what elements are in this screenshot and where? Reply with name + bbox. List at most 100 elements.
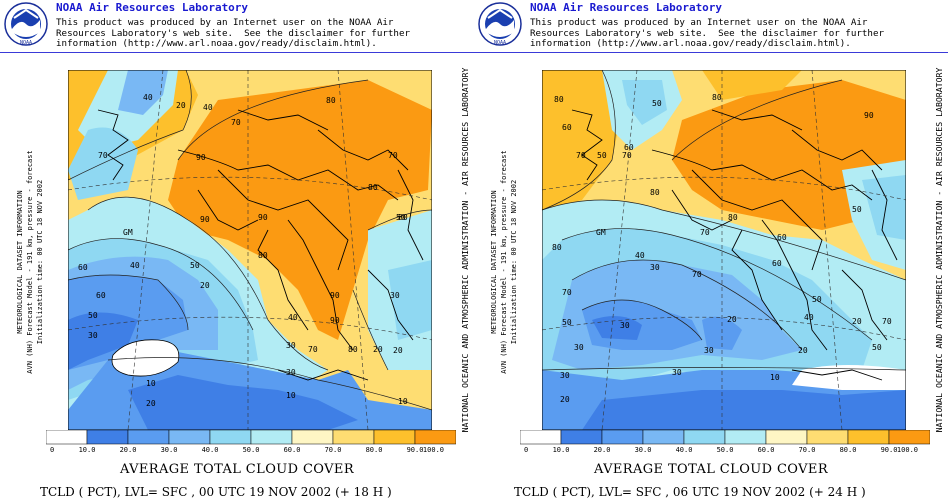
contour-label: 30 <box>574 343 584 352</box>
color-scale-tick: 90.0 <box>881 446 898 454</box>
contour-label: 50 <box>88 311 98 320</box>
contour-label: 30 <box>672 368 682 377</box>
color-scale-swatch <box>86 430 129 445</box>
disclaimer-line: This product was produced by an Internet… <box>56 17 394 28</box>
svg-text:NOAA: NOAA <box>494 40 506 46</box>
map-caption: TCLD ( PCT), LVL= SFC , 00 UTC 19 NOV 20… <box>40 485 392 499</box>
color-scale-swatch <box>127 430 170 445</box>
map-caption: TCLD ( PCT), LVL= SFC , 06 UTC 19 NOV 20… <box>514 485 866 499</box>
dataset-info: METEOROLOGICAL DATASET INFORMATION AVN (… <box>16 150 44 373</box>
contour-label: 40 <box>130 261 140 270</box>
disclaimer: This product was produced by an Internet… <box>56 17 456 50</box>
color-scale-swatch <box>168 430 211 445</box>
side-label: NATIONAL OCEANIC AND ATMOSPHERIC ADMINIS… <box>934 68 944 433</box>
contour-label: 50 <box>190 261 200 270</box>
map-marker-label: GM <box>596 228 606 237</box>
contour-label: 80 <box>326 96 336 105</box>
color-scale-tick: 100.0 <box>423 446 444 454</box>
org-title: NOAA Air Resources Laboratory <box>56 1 249 14</box>
contour-label: 70 <box>576 151 586 160</box>
color-scale-swatch <box>332 430 375 445</box>
color-scale-swatch <box>46 430 88 445</box>
contour-label: 20 <box>176 101 186 110</box>
contour-label: 90 <box>330 291 340 300</box>
noaa-logo: NOAA <box>4 2 48 46</box>
disclaimer-line: Resources Laboratory's web site. See the… <box>56 27 411 39</box>
contour-label: 60 <box>96 291 106 300</box>
contour-label: 30 <box>88 331 98 340</box>
contour-label: 80 <box>258 251 268 260</box>
color-scale-tick: 60.0 <box>758 446 775 454</box>
meta-line: METEOROLOGICAL DATASET INFORMATION <box>16 190 24 333</box>
color-scale-tick: 40.0 <box>676 446 693 454</box>
color-scale-swatch <box>209 430 252 445</box>
contour-label: 70 <box>231 118 241 127</box>
contour-label: 40 <box>635 251 645 260</box>
dataset-info: METEOROLOGICAL DATASET INFORMATION AVN (… <box>490 150 518 373</box>
contour-label: 80 <box>348 345 358 354</box>
color-scale-tick: 30.0 <box>635 446 652 454</box>
contour-label: 20 <box>393 346 403 355</box>
contour-label: 50 <box>652 99 662 108</box>
contour-label: 60 <box>777 233 787 242</box>
color-scale-tick: 70.0 <box>799 446 816 454</box>
color-scale-swatch <box>765 430 808 445</box>
color-scale-tick: 60.0 <box>284 446 301 454</box>
contour-label: 20 <box>852 317 862 326</box>
color-scale-tick: 20.0 <box>594 446 611 454</box>
color-scale-tick: 70.0 <box>325 446 342 454</box>
contour-label: 50 <box>562 318 572 327</box>
color-scale-swatch <box>724 430 767 445</box>
contour-label: 10 <box>146 379 156 388</box>
disclaimer-line: information (http://www.arl.noaa.gov/rea… <box>56 38 377 50</box>
side-label: NATIONAL OCEANIC AND ATMOSPHERIC ADMINIS… <box>460 68 470 433</box>
contour-label: 30 <box>620 321 630 330</box>
color-scale-tick: 80.0 <box>366 446 383 454</box>
contour-label: 90 <box>258 213 268 222</box>
color-scale-tick: 50.0 <box>243 446 260 454</box>
color-scale-tick: 10.0 <box>553 446 570 454</box>
contour-label: 10 <box>398 397 408 406</box>
contour-label: 20 <box>373 345 383 354</box>
contour-label: 40 <box>288 313 298 322</box>
contour-label: 70 <box>98 151 108 160</box>
disclaimer-line: Resources Laboratory's web site. See the… <box>530 27 885 39</box>
svg-text:NATIONAL OCEANIC AND ATMOSPHER: NATIONAL OCEANIC AND ATMOSPHERIC ADMINIS… <box>934 68 944 433</box>
meta-line: AVN (NH) Forecast Model - 191 km, pressu… <box>26 150 34 373</box>
contour-label: 80 <box>728 213 738 222</box>
color-scale-swatch <box>560 430 603 445</box>
color-scale-swatch <box>642 430 685 445</box>
contour-label: 50 <box>812 295 822 304</box>
header-divider <box>474 52 948 53</box>
contour-label: 90 <box>864 111 874 120</box>
contour-label: 40 <box>804 313 814 322</box>
contour-label: 30 <box>286 368 296 377</box>
svg-text:NOAA: NOAA <box>20 40 32 46</box>
color-scale-swatch <box>414 430 456 445</box>
color-scale-swatch <box>888 430 930 445</box>
meta-line: Initialization time: 00 UTC 18 NOV 2002 <box>36 180 44 344</box>
contour-label: 40 <box>143 93 153 102</box>
noaa-logo: NOAA <box>478 2 522 46</box>
color-scale-tick: 10.0 <box>79 446 96 454</box>
contour-label: 50 <box>872 343 882 352</box>
contour-label: 70 <box>882 317 892 326</box>
color-scale-tick: 100.0 <box>897 446 918 454</box>
contour-label: 60 <box>772 259 782 268</box>
color-scale-swatch <box>291 430 334 445</box>
color-scale-swatch <box>683 430 726 445</box>
contour-label: 20 <box>560 395 570 404</box>
forecast-panel-18h: NOAA NOAA Air Resources Laboratory This … <box>0 1 474 499</box>
chart-title: AVERAGE TOTAL CLOUD COVER <box>119 462 355 477</box>
contour-label: 60 <box>78 263 88 272</box>
color-scale-swatch <box>601 430 644 445</box>
color-scale-swatch <box>250 430 293 445</box>
contour-label: 10 <box>770 373 780 382</box>
contour-label: 30 <box>286 341 296 350</box>
contour-label: 90 <box>196 153 206 162</box>
contour-label: 60 <box>562 123 572 132</box>
svg-text:NATIONAL OCEANIC AND ATMOSPHER: NATIONAL OCEANIC AND ATMOSPHERIC ADMINIS… <box>460 68 470 433</box>
color-scale-swatch <box>520 430 562 445</box>
color-scale-tick: 90.0 <box>407 446 424 454</box>
contour-label: 30 <box>650 263 660 272</box>
